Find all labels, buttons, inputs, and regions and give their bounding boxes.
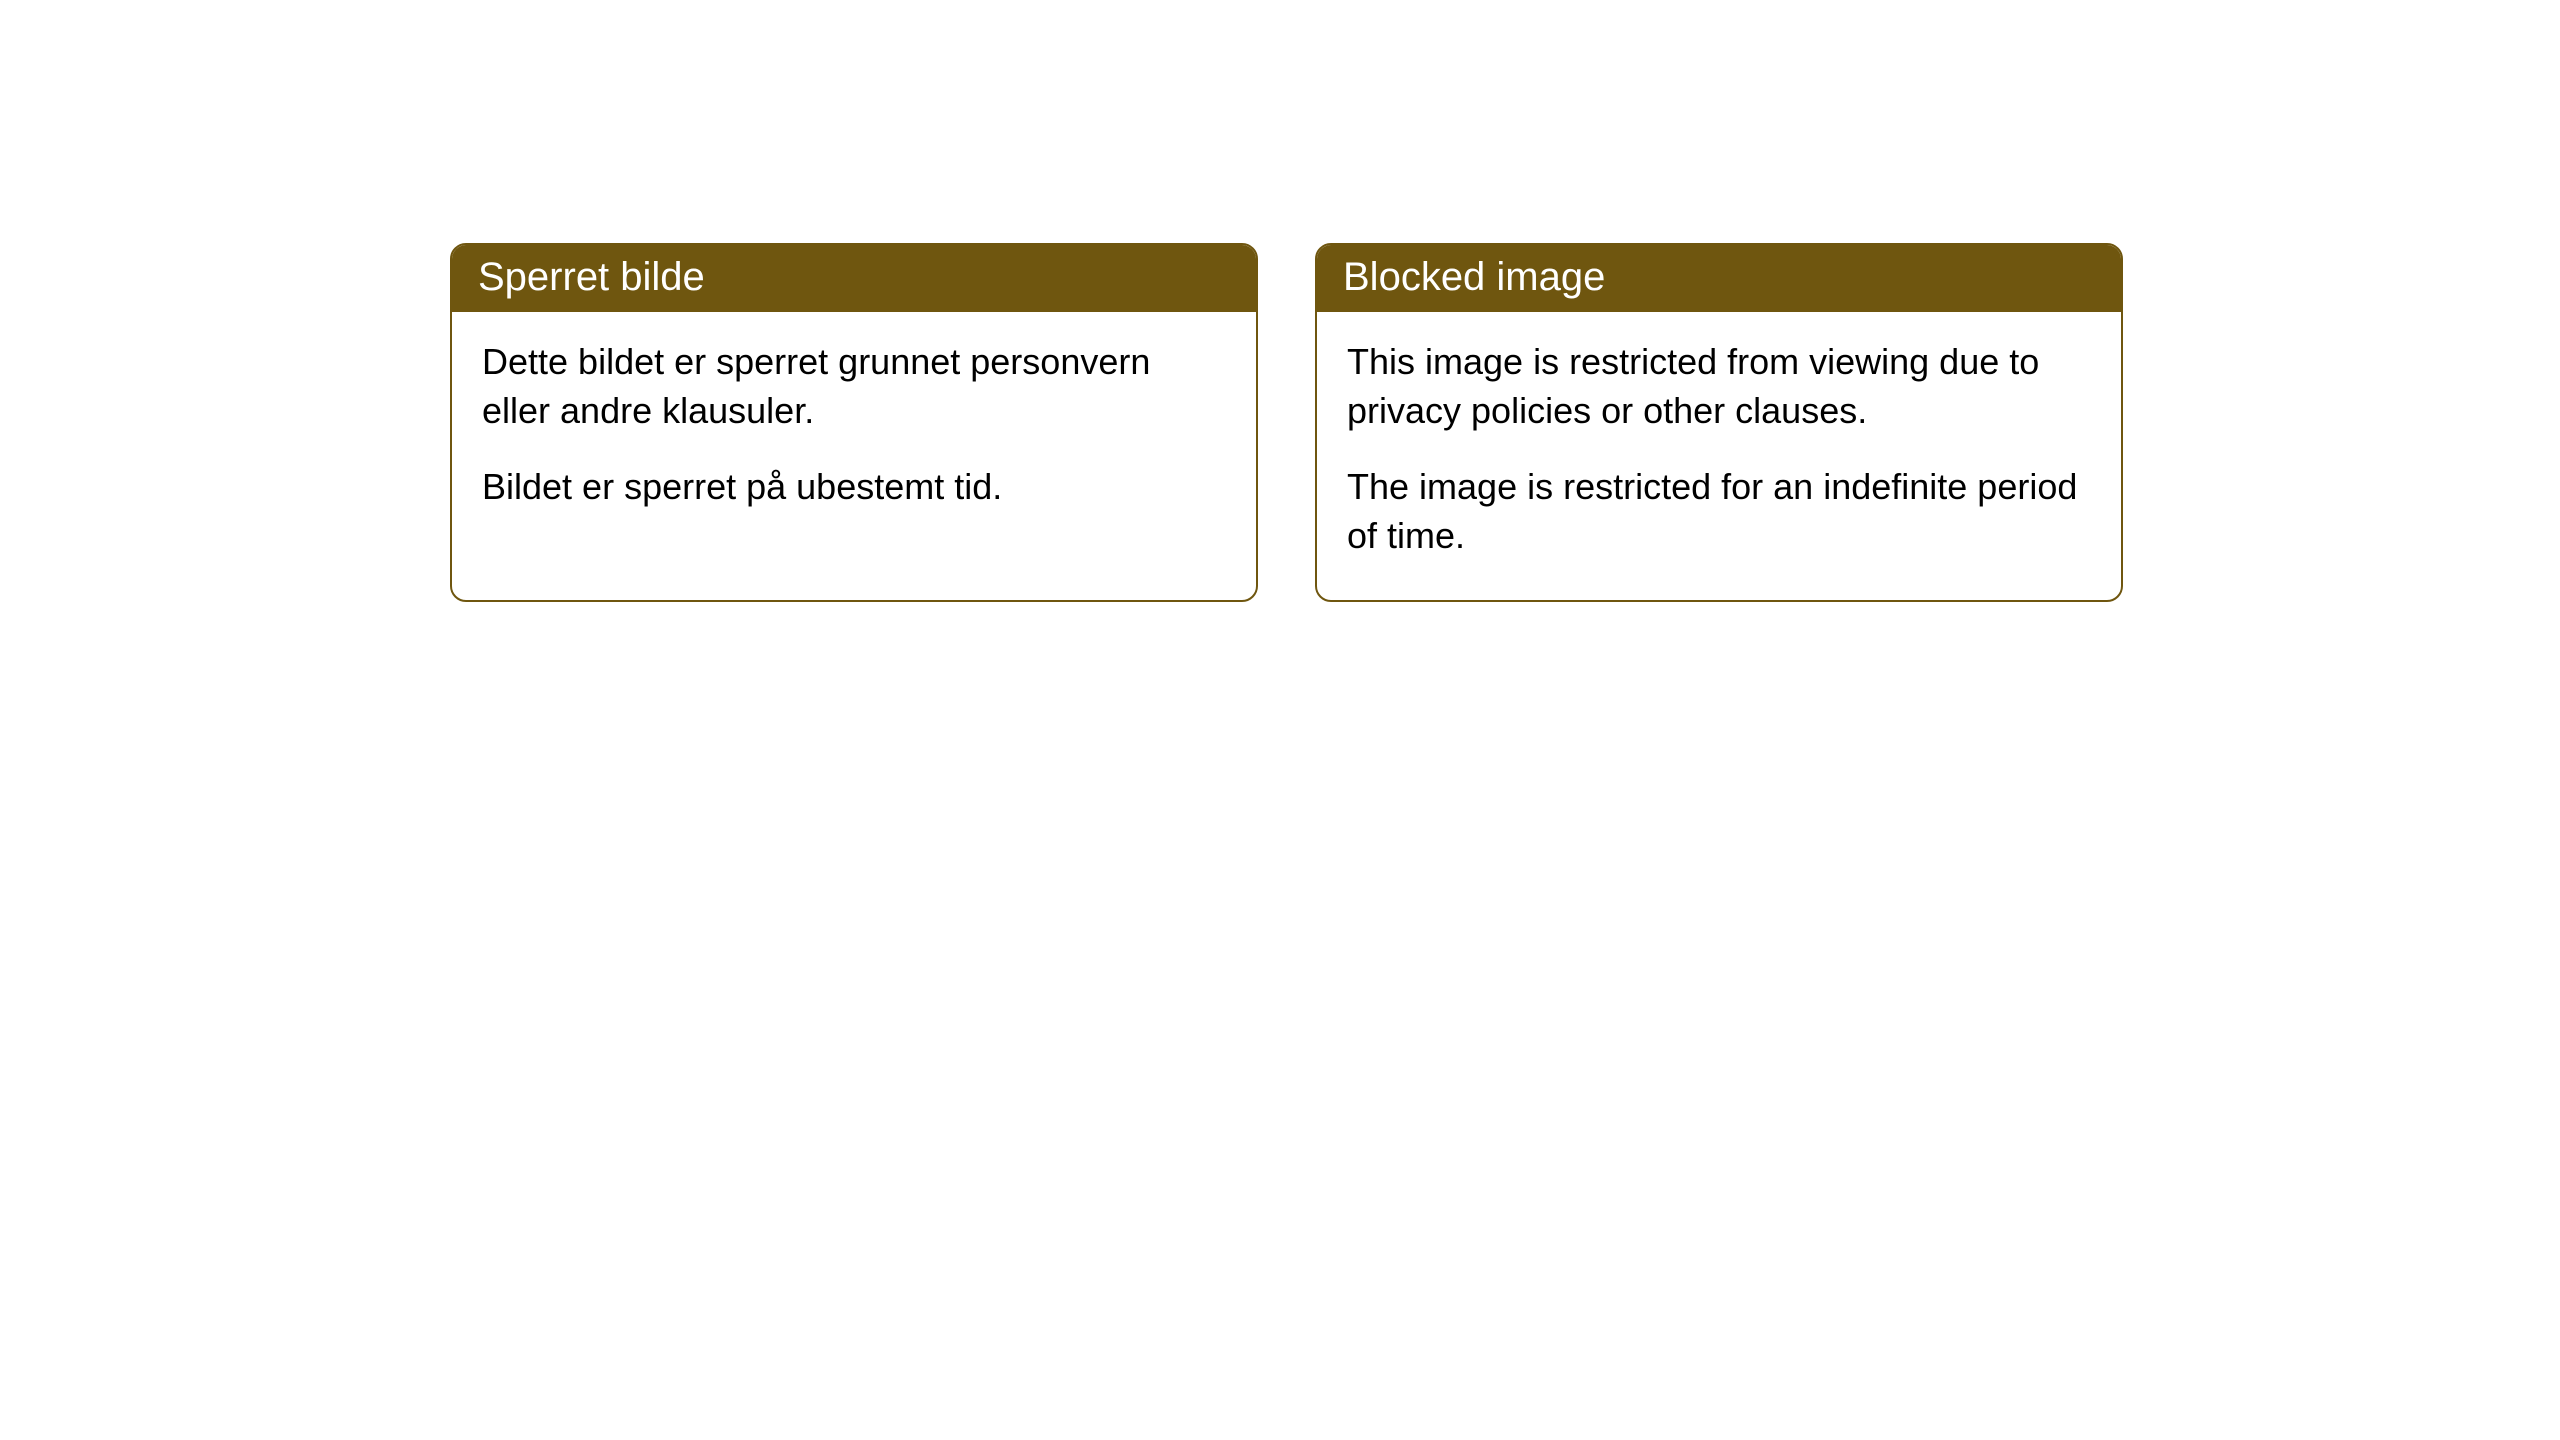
card-body: Dette bildet er sperret grunnet personve… — [452, 312, 1256, 552]
card-paragraph: The image is restricted for an indefinit… — [1347, 463, 2091, 560]
card-paragraph: This image is restricted from viewing du… — [1347, 338, 2091, 435]
card-header: Blocked image — [1317, 245, 2121, 312]
blocked-image-card-no: Sperret bilde Dette bildet er sperret gr… — [450, 243, 1258, 602]
card-body: This image is restricted from viewing du… — [1317, 312, 2121, 600]
card-paragraph: Bildet er sperret på ubestemt tid. — [482, 463, 1226, 512]
card-header: Sperret bilde — [452, 245, 1256, 312]
blocked-image-card-en: Blocked image This image is restricted f… — [1315, 243, 2123, 602]
card-paragraph: Dette bildet er sperret grunnet personve… — [482, 338, 1226, 435]
notice-card-container: Sperret bilde Dette bildet er sperret gr… — [450, 243, 2123, 602]
